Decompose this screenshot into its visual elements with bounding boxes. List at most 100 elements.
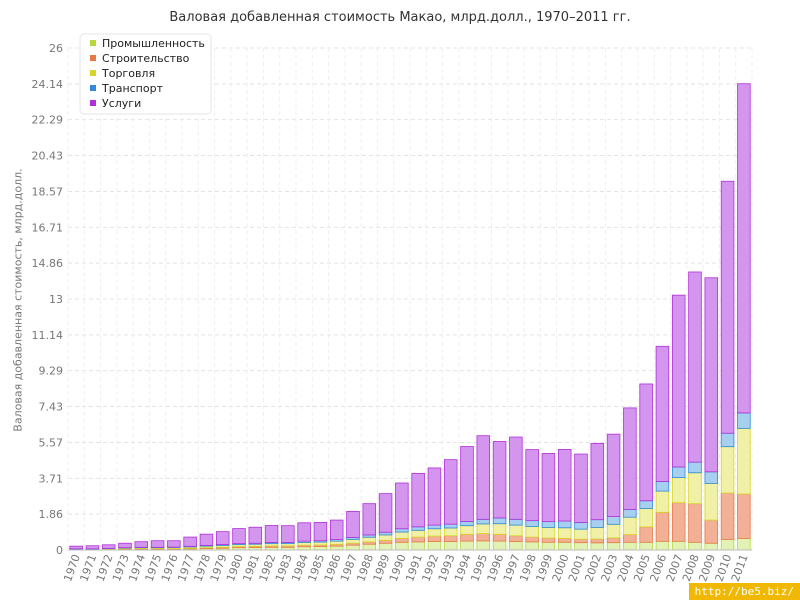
- bar-segment-2: [346, 538, 360, 544]
- bar-segment-1: [411, 536, 425, 543]
- legend-entry: Торговля: [101, 67, 155, 80]
- bar-segment-4: [443, 459, 458, 525]
- bar-segment-4: [671, 294, 686, 468]
- bar-segment-3: [443, 523, 458, 529]
- bar-segment-0: [557, 541, 572, 551]
- bar-stack-1982: [264, 525, 279, 551]
- bar-segment-3: [655, 481, 670, 492]
- bar-stack-2000: [557, 449, 572, 551]
- bar-segment-1: [671, 502, 686, 542]
- bar-segment-2: [655, 490, 670, 513]
- y-tick-label: 24.14: [32, 78, 64, 91]
- bar-segment-2: [378, 534, 393, 541]
- bar-stack-1998: [525, 449, 539, 551]
- bar-stack-2011: [737, 83, 751, 551]
- bar-segment-1: [704, 519, 719, 544]
- bar-stack-1984: [297, 522, 311, 551]
- y-tick-label: 13: [49, 293, 63, 306]
- bar-stack-2009: [704, 277, 719, 551]
- bar-segment-1: [737, 493, 751, 539]
- bar-segment-1: [492, 533, 507, 542]
- bar-segment-2: [362, 536, 377, 543]
- bar-segment-3: [606, 516, 621, 525]
- bar-segment-3: [671, 466, 686, 478]
- bar-stack-1980: [232, 528, 246, 551]
- bar-stack-1976: [167, 540, 181, 551]
- bar-segment-2: [443, 527, 458, 537]
- chart-title: Валовая добавленная стоимость Макао, млр…: [169, 10, 631, 25]
- bar-stack-2002: [590, 443, 605, 551]
- bar-segment-4: [492, 441, 507, 519]
- y-tick-label: 20.43: [32, 150, 64, 163]
- bar-segment-2: [509, 524, 523, 537]
- bar-stack-2001: [574, 453, 588, 551]
- bar-segment-4: [85, 545, 100, 550]
- bar-stack-1978: [199, 533, 214, 551]
- bar-segment-4: [232, 528, 246, 545]
- bar-segment-3: [525, 520, 539, 527]
- bar-segment-4: [590, 443, 605, 521]
- bar-segment-4: [362, 503, 377, 536]
- bar-stack-1986: [329, 519, 344, 551]
- bar-stack-1985: [313, 521, 328, 551]
- bar-segment-0: [525, 541, 539, 551]
- y-tick-label: 3.71: [39, 472, 64, 485]
- bar-stack-1972: [101, 544, 116, 551]
- bar-stack-2006: [655, 345, 670, 551]
- bar-segment-4: [655, 345, 670, 482]
- bar-segment-3: [395, 528, 409, 533]
- bar-stack-1974: [134, 541, 149, 551]
- bar-stack-2003: [606, 433, 621, 551]
- legend-entry: Промышленность: [102, 37, 205, 50]
- bar-segment-1: [720, 492, 735, 540]
- bar-segment-3: [720, 432, 735, 448]
- bar-segment-2: [297, 542, 311, 546]
- bar-segment-3: [737, 412, 751, 429]
- bar-segment-4: [215, 531, 230, 545]
- bar-segment-4: [150, 540, 165, 548]
- bar-segment-1: [443, 535, 458, 542]
- bar-segment-1: [509, 535, 523, 542]
- bar-segment-0: [623, 541, 637, 551]
- y-tick-label: 7.43: [39, 401, 64, 414]
- bar-segment-2: [395, 531, 409, 539]
- y-axis-ticks: 0 1.86 3.71 5.57 7.43 9.29 11.14 13 14.86 16.71 18…: [32, 42, 64, 557]
- bar-segment-1: [606, 537, 621, 544]
- y-tick-label: 11.14: [32, 329, 64, 342]
- bar-segment-2: [329, 540, 344, 545]
- bar-segment-2: [639, 508, 653, 528]
- bar-segment-4: [313, 521, 328, 542]
- legend-swatch: [90, 70, 96, 76]
- legend-swatch: [90, 40, 96, 46]
- bar-segment-2: [590, 527, 605, 540]
- bar-stack-2010: [720, 180, 735, 551]
- bar-stack-2007: [671, 294, 686, 551]
- bar-segment-3: [688, 461, 702, 474]
- bar-segment-1: [427, 535, 442, 542]
- bar-stack-1993: [443, 459, 458, 551]
- legend-entry: Транспорт: [101, 82, 164, 95]
- bar-segment-4: [134, 541, 149, 548]
- bar-segment-3: [460, 521, 474, 527]
- watermark: http://be5.biz/: [688, 583, 800, 600]
- bar-segment-2: [671, 477, 686, 504]
- bar-segment-3: [378, 531, 393, 536]
- bar-segment-0: [378, 542, 393, 551]
- bar-segment-3: [492, 517, 507, 525]
- bar-segment-4: [639, 383, 653, 502]
- legend-box: [79, 33, 212, 115]
- bar-stack-1992: [427, 467, 442, 551]
- bar-stack-1999: [541, 453, 556, 551]
- bar-stacks: [69, 83, 751, 551]
- bar-segment-1: [395, 538, 409, 543]
- bar-segment-0: [346, 544, 360, 551]
- bar-segment-4: [411, 472, 425, 528]
- bar-segment-3: [590, 519, 605, 528]
- bar-segment-0: [443, 541, 458, 551]
- bar-segment-4: [346, 510, 360, 538]
- bar-segment-1: [378, 539, 393, 544]
- bar-segment-0: [720, 538, 735, 551]
- bar-segment-3: [704, 471, 719, 484]
- bar-segment-4: [248, 526, 263, 544]
